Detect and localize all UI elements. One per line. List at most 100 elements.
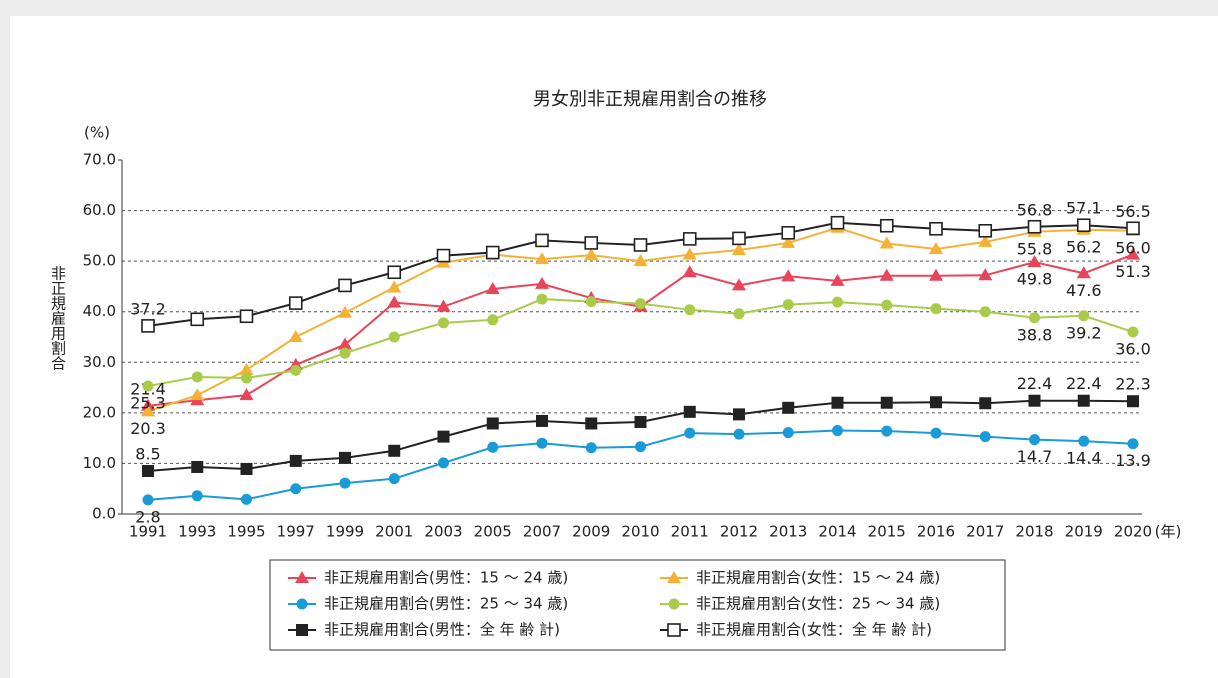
data-point (535, 252, 549, 265)
chart-title: 男女別非正規雇用割合の推移 (533, 89, 767, 110)
data-point (733, 408, 745, 421)
data-point (239, 362, 254, 375)
data-point (1076, 266, 1091, 279)
data-point (387, 295, 402, 308)
data-point (732, 231, 746, 246)
data-point (536, 414, 548, 427)
data-label: 22.4 (1017, 374, 1053, 393)
data-point (388, 473, 400, 485)
data-label: 56.8 (1017, 200, 1053, 219)
data-point (634, 415, 647, 428)
data-point (388, 331, 400, 343)
data-point (1127, 326, 1139, 338)
data-point (830, 273, 845, 286)
data-point (633, 238, 648, 252)
legend-marker (296, 624, 308, 636)
data-point (929, 242, 943, 255)
y-tick-label: 50.0 (83, 252, 116, 270)
legend-label: 非正規雇用割合(男性：全 年 齢 計) (324, 621, 560, 639)
data-point (781, 235, 796, 248)
data-point (436, 299, 451, 312)
data-point (1126, 247, 1140, 260)
data-point (239, 309, 254, 324)
data-point (682, 232, 697, 246)
data-point (142, 380, 154, 392)
data-point (682, 265, 697, 278)
data-point (585, 417, 598, 430)
data-point (288, 330, 303, 342)
y-tick-label: 0.0 (92, 505, 116, 523)
data-point (879, 218, 894, 233)
data-label: 14.7 (1017, 447, 1053, 466)
data-point (682, 247, 697, 260)
x-tick-label: 2005 (474, 523, 512, 541)
data-point (1127, 438, 1139, 450)
data-point (584, 236, 599, 250)
data-label: 47.6 (1066, 281, 1102, 300)
data-point (1027, 255, 1042, 268)
data-point (879, 236, 894, 249)
data-label: 22.3 (1115, 375, 1151, 394)
data-point (338, 337, 352, 350)
y-tick-label: 30.0 (83, 353, 116, 371)
data-point (486, 417, 499, 430)
data-point (684, 427, 696, 439)
legend-label: 非正規雇用割合(女性：全 年 齢 計) (696, 621, 932, 639)
data-label: 8.5 (135, 445, 160, 464)
data-point (684, 304, 696, 316)
x-tick-label: 1991 (129, 523, 167, 541)
data-label: 13.9 (1115, 451, 1151, 470)
data-point (1078, 435, 1090, 447)
x-tick-label: 2016 (917, 523, 955, 541)
y-unit: (%) (84, 124, 110, 142)
y-tick-label: 20.0 (83, 403, 116, 421)
data-point (388, 444, 401, 457)
legend-marker (667, 571, 681, 583)
x-tick-label: 2019 (1065, 523, 1103, 541)
data-label: 56.5 (1115, 202, 1151, 221)
data-point (535, 276, 549, 289)
data-point (1076, 218, 1091, 233)
data-label: 49.8 (1017, 270, 1053, 289)
data-point (191, 490, 203, 502)
data-point (782, 427, 794, 439)
data-label: 57.1 (1066, 199, 1102, 218)
x-tick-label: 2012 (720, 523, 758, 541)
data-point (929, 221, 943, 236)
data-point (832, 296, 843, 308)
data-label: 55.8 (1017, 239, 1053, 258)
data-point (585, 296, 597, 308)
legend-label: 非正規雇用割合(男性：15 ～ 24 歳) (324, 569, 568, 587)
data-label: 56.2 (1066, 237, 1102, 256)
data-point (487, 314, 499, 326)
legend-marker (667, 623, 681, 637)
data-point (832, 425, 843, 437)
data-label: 51.3 (1115, 262, 1151, 281)
data-point (830, 215, 845, 230)
data-point (339, 347, 351, 359)
x-tick-label: 2010 (621, 523, 659, 541)
data-point (142, 465, 154, 478)
data-point (929, 268, 943, 281)
data-point (290, 364, 302, 376)
data-point (781, 269, 796, 282)
data-point (979, 306, 991, 318)
data-point (190, 388, 205, 401)
data-point (930, 396, 942, 409)
y-tick-label: 10.0 (83, 454, 116, 472)
x-tick-label: 2011 (671, 523, 709, 541)
x-tick-label: 1995 (227, 523, 265, 541)
data-point (633, 254, 648, 267)
x-tick-label: 2020 (1114, 523, 1152, 541)
data-point (338, 278, 352, 293)
x-tick-label: 2013 (769, 523, 807, 541)
data-point (978, 234, 993, 247)
data-point (536, 293, 548, 305)
data-point (141, 319, 155, 333)
data-point (930, 427, 942, 439)
data-point (881, 299, 893, 311)
data-point (338, 305, 352, 318)
data-point (1126, 221, 1140, 236)
data-point (978, 268, 993, 281)
